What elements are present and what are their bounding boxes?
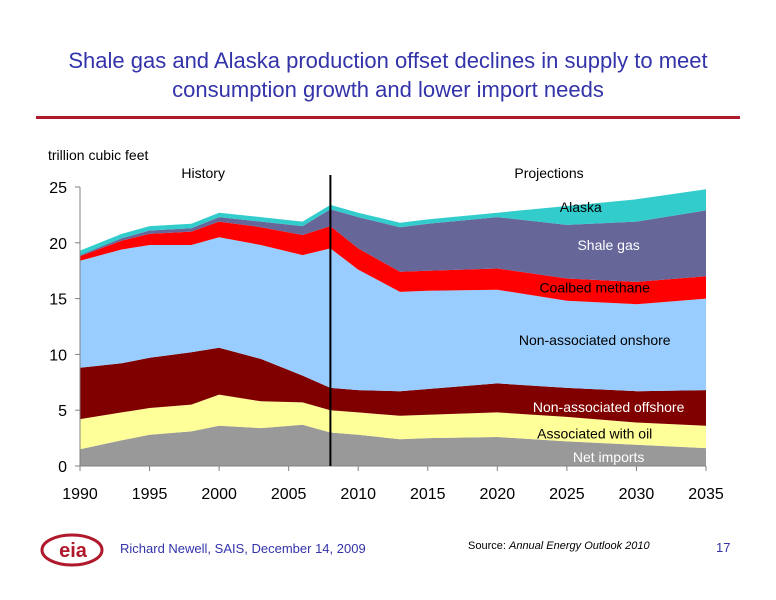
y-axis-unit-label: trillion cubic feet [48, 147, 149, 163]
footer-source: Source: Annual Energy Outlook 2010 [468, 540, 650, 552]
history-label: History [181, 165, 225, 181]
series-label-coalbed-methane: Coalbed methane [539, 279, 650, 295]
page-title: Shale gas and Alaska production offset d… [68, 48, 708, 102]
x-tick-label: 2030 [619, 486, 655, 503]
x-tick-label: 2020 [480, 486, 516, 503]
x-tick-label: 2005 [271, 486, 307, 503]
series-label-non-associated-onshore: Non-associated onshore [519, 332, 671, 348]
footer-author: Richard Newell, SAIS, December 14, 2009 [120, 541, 366, 556]
eia-logo-text: eia [59, 540, 88, 562]
area-shale-gas [80, 209, 706, 282]
area-coalbed-methane [80, 221, 706, 305]
series-label-associated-with-oil: Associated with oil [537, 426, 652, 442]
x-tick-label: 2035 [688, 486, 724, 503]
y-tick-label: 0 [58, 459, 67, 476]
footer-source-title: Annual Energy Outlook 2010 [508, 540, 650, 552]
y-tick-label: 20 [49, 236, 67, 253]
y-tick-label: 10 [49, 347, 67, 364]
area-non-associated-onshore [80, 237, 706, 392]
x-tick-label: 2025 [549, 486, 585, 503]
y-tick-label: 5 [58, 403, 67, 420]
x-tick-label: 1990 [62, 486, 98, 503]
series-label-shale-gas: Shale gas [577, 237, 639, 253]
projections-label: Projections [514, 165, 583, 181]
x-tick-label: 2015 [410, 486, 446, 503]
x-tick-label: 2000 [201, 486, 237, 503]
area-alaska [80, 189, 706, 256]
footer-source-prefix: Source: [468, 540, 506, 552]
x-tick-label: 2010 [340, 486, 376, 503]
series-label-alaska: Alaska [560, 199, 602, 215]
eia-logo: eia [40, 533, 104, 567]
x-tick-label: 1995 [132, 486, 168, 503]
y-tick-label: 25 [49, 180, 67, 197]
title-divider [36, 116, 740, 119]
y-tick-label: 15 [49, 292, 67, 309]
series-label-net-imports: Net imports [573, 449, 645, 465]
area-non-associated-offshore [80, 347, 706, 426]
series-label-non-associated-offshore: Non-associated offshore [533, 399, 685, 415]
area-associated-with-oil [80, 394, 706, 450]
area-net-imports [80, 424, 706, 466]
page-number: 17 [716, 540, 731, 555]
